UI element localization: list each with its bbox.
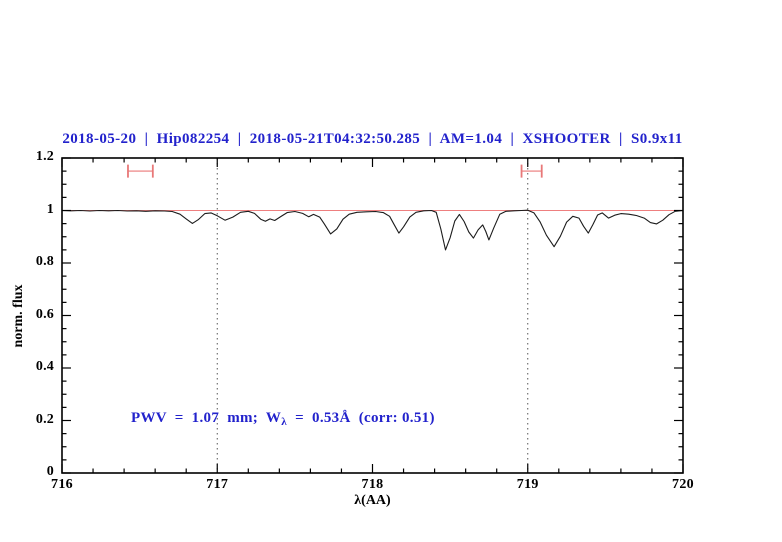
spectrum-trace: [61, 209, 684, 251]
x-tick-label: 717: [206, 477, 229, 492]
x-tick-label: 720: [672, 477, 694, 492]
x-tick-label: 718: [361, 477, 384, 492]
y-tick-label: 0.4: [35, 359, 54, 374]
x-axis-label: λ(AA): [354, 493, 391, 508]
y-tick-label: 0.8: [35, 254, 54, 269]
y-tick-label: 1: [46, 201, 54, 217]
pwv-annotation-suffix: = 0.53Å (corr: 0.51): [286, 410, 435, 426]
y-tick-label: 0.2: [35, 411, 54, 427]
lambda-subscript: λ: [281, 416, 287, 428]
plot-title: 2018-05-20 | Hip082254 | 2018-05-21T04:3…: [62, 131, 683, 147]
pwv-annotation-prefix: PWV = 1.07 mm; W: [131, 410, 282, 426]
pwv-annotation: PWV = 1.07 mm; Wλ = 0.53Å (corr: 0.51): [131, 410, 435, 428]
x-tick-label: 716: [51, 477, 73, 492]
y-tick-labels: 0 0.2 0.4 0.6 0.8 1 1.2: [0, 0, 54, 542]
x-tick-labels: 716 717 718 719 720: [0, 477, 782, 495]
y-tick-label: 0: [46, 464, 54, 479]
y-tick-label: 1.2: [35, 149, 54, 164]
y-tick-label: 0.6: [35, 306, 54, 322]
x-tick-label: 719: [516, 477, 539, 492]
